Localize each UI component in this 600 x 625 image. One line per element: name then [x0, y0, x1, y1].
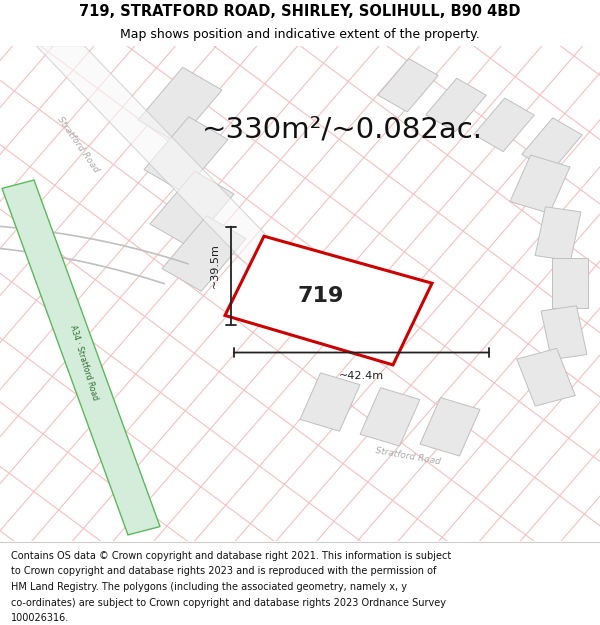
Polygon shape	[360, 388, 420, 446]
Polygon shape	[2, 180, 160, 535]
Text: Map shows position and indicative extent of the property.: Map shows position and indicative extent…	[120, 28, 480, 41]
Polygon shape	[522, 118, 582, 171]
Text: ~42.4m: ~42.4m	[339, 371, 384, 381]
Polygon shape	[426, 78, 486, 132]
Polygon shape	[535, 207, 581, 261]
Polygon shape	[150, 171, 234, 247]
Text: ~330m²/~0.082ac.: ~330m²/~0.082ac.	[202, 116, 482, 144]
Text: 719, STRATFORD ROAD, SHIRLEY, SOLIHULL, B90 4BD: 719, STRATFORD ROAD, SHIRLEY, SOLIHULL, …	[79, 4, 521, 19]
Polygon shape	[300, 373, 360, 431]
Polygon shape	[510, 155, 570, 213]
Polygon shape	[541, 306, 587, 359]
Polygon shape	[36, 46, 360, 332]
Polygon shape	[144, 117, 228, 192]
Polygon shape	[138, 68, 222, 142]
Polygon shape	[162, 216, 246, 291]
Text: 719: 719	[298, 286, 344, 306]
Polygon shape	[552, 259, 588, 308]
Text: to Crown copyright and database rights 2023 and is reproduced with the permissio: to Crown copyright and database rights 2…	[11, 566, 436, 576]
Polygon shape	[225, 236, 432, 365]
Text: ~39.5m: ~39.5m	[210, 244, 220, 288]
Polygon shape	[420, 398, 480, 456]
Text: Contains OS data © Crown copyright and database right 2021. This information is : Contains OS data © Crown copyright and d…	[11, 551, 451, 561]
Polygon shape	[517, 348, 575, 406]
Text: Stratford Road: Stratford Road	[55, 115, 101, 174]
Polygon shape	[378, 59, 438, 112]
Polygon shape	[474, 98, 534, 152]
Text: Stratford Road: Stratford Road	[375, 446, 441, 467]
Text: co-ordinates) are subject to Crown copyright and database rights 2023 Ordnance S: co-ordinates) are subject to Crown copyr…	[11, 598, 446, 608]
Text: A34 · Stratford Road: A34 · Stratford Road	[68, 324, 100, 401]
Text: 100026316.: 100026316.	[11, 613, 69, 623]
Text: HM Land Registry. The polygons (including the associated geometry, namely x, y: HM Land Registry. The polygons (includin…	[11, 582, 407, 592]
